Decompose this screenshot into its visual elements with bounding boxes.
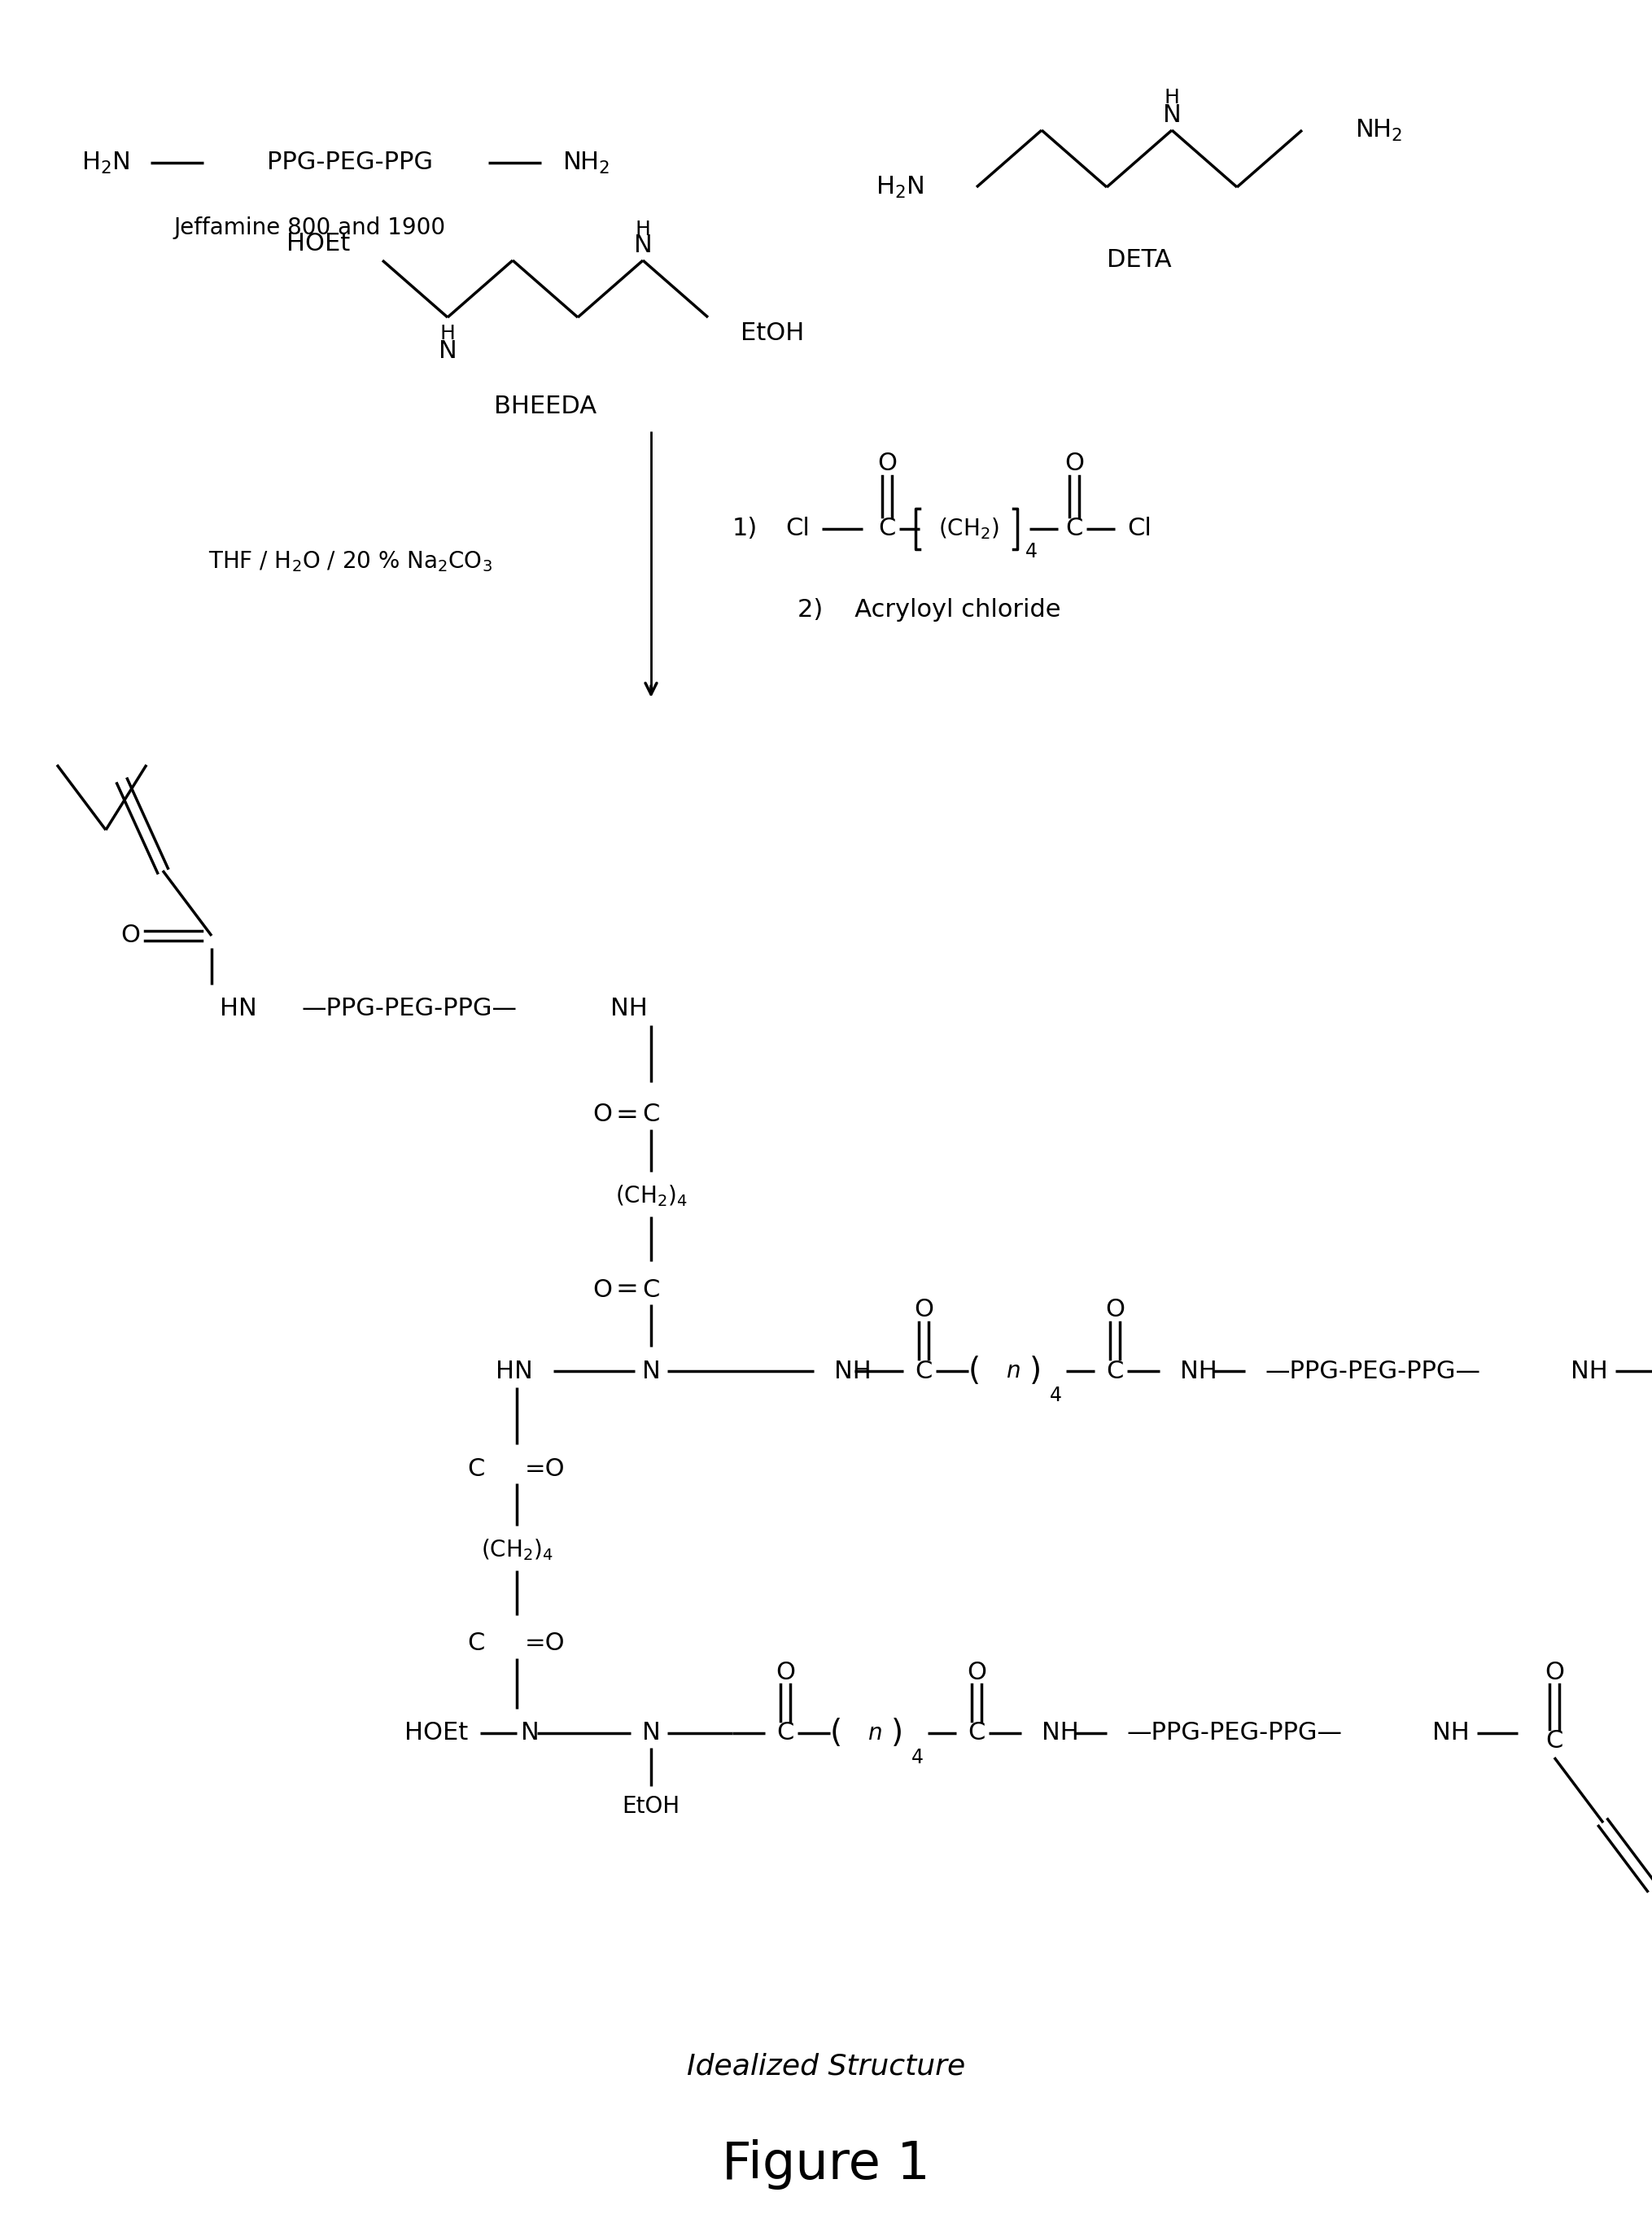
Text: DETA: DETA <box>1107 249 1171 271</box>
Text: C: C <box>1545 1729 1563 1754</box>
Text: (CH$_2$): (CH$_2$) <box>937 516 998 542</box>
Text: NH: NH <box>1180 1358 1216 1383</box>
Text: HOEt: HOEt <box>405 1721 468 1745</box>
Text: THF / H$_2$O / 20 % Na$_2$CO$_3$: THF / H$_2$O / 20 % Na$_2$CO$_3$ <box>208 549 492 574</box>
Text: Jeffamine 800 and 1900: Jeffamine 800 and 1900 <box>173 216 444 240</box>
Text: O: O <box>914 1298 933 1323</box>
Text: C: C <box>1066 518 1082 540</box>
Text: N: N <box>438 340 456 362</box>
Text: C: C <box>968 1721 985 1745</box>
Text: C: C <box>468 1456 484 1481</box>
Text: C: C <box>776 1721 793 1745</box>
Text: C: C <box>1105 1358 1123 1383</box>
Text: C: C <box>877 518 895 540</box>
Text: $n$: $n$ <box>867 1723 882 1745</box>
Text: =: = <box>615 1276 638 1303</box>
Text: O: O <box>1105 1298 1123 1323</box>
Text: ): ) <box>1029 1356 1041 1387</box>
Text: O: O <box>966 1661 986 1685</box>
Text: O: O <box>121 925 140 947</box>
Text: NH: NH <box>1041 1721 1079 1745</box>
Text: 1): 1) <box>732 518 758 540</box>
Text: N: N <box>520 1721 539 1745</box>
Text: N: N <box>633 233 653 258</box>
Text: =: = <box>615 1100 638 1129</box>
Text: N: N <box>641 1721 659 1745</box>
Text: $n$: $n$ <box>1006 1360 1019 1383</box>
Text: H: H <box>634 220 651 240</box>
Text: C: C <box>643 1103 659 1127</box>
Text: O: O <box>1545 1661 1563 1685</box>
Text: 4: 4 <box>910 1747 923 1767</box>
Text: NH$_2$: NH$_2$ <box>1355 118 1403 142</box>
Text: NH: NH <box>1569 1358 1607 1383</box>
Text: 2)    Acryloyl chloride: 2) Acryloyl chloride <box>798 598 1061 622</box>
Text: NH: NH <box>834 1358 871 1383</box>
Text: (CH$_2$)$_4$: (CH$_2$)$_4$ <box>615 1183 687 1209</box>
Text: NH$_2$: NH$_2$ <box>562 151 610 176</box>
Text: 4: 4 <box>1024 542 1037 562</box>
Text: O: O <box>591 1103 611 1127</box>
Text: (: ( <box>968 1356 980 1387</box>
Text: C: C <box>468 1632 484 1656</box>
Text: —PPG-PEG-PPG—: —PPG-PEG-PPG— <box>1127 1721 1341 1745</box>
Text: H: H <box>1163 89 1180 107</box>
Text: NH: NH <box>610 998 648 1020</box>
Text: C: C <box>915 1358 932 1383</box>
Text: Cl: Cl <box>785 518 809 540</box>
Text: H: H <box>439 325 454 342</box>
Text: EtOH: EtOH <box>740 322 805 345</box>
Text: PPG-PEG-PPG: PPG-PEG-PPG <box>266 151 433 176</box>
Text: ): ) <box>890 1718 904 1750</box>
Text: Figure 1: Figure 1 <box>722 2139 930 2190</box>
Text: O: O <box>1064 451 1084 476</box>
Text: O: O <box>877 451 897 476</box>
Text: H$_2$N: H$_2$N <box>81 151 131 176</box>
Text: BHEEDA: BHEEDA <box>494 396 596 418</box>
Text: EtOH: EtOH <box>621 1794 679 1818</box>
Text: H$_2$N: H$_2$N <box>876 173 923 200</box>
Text: N: N <box>641 1358 659 1383</box>
Text: HN: HN <box>496 1358 534 1383</box>
Text: (: ( <box>829 1718 843 1750</box>
Text: —PPG-PEG-PPG—: —PPG-PEG-PPG— <box>301 998 517 1020</box>
Text: N: N <box>1161 104 1181 127</box>
Text: Cl: Cl <box>1127 518 1151 540</box>
Text: 4: 4 <box>1049 1385 1062 1405</box>
Text: Idealized Structure: Idealized Structure <box>686 2052 965 2081</box>
Text: O: O <box>775 1661 795 1685</box>
Text: =O: =O <box>525 1456 565 1481</box>
Text: —PPG-PEG-PPG—: —PPG-PEG-PPG— <box>1265 1358 1480 1383</box>
Text: HOEt: HOEt <box>286 233 350 256</box>
Text: NH: NH <box>1432 1721 1469 1745</box>
Text: C: C <box>643 1278 659 1300</box>
Text: =O: =O <box>525 1632 565 1656</box>
Text: HN: HN <box>220 998 256 1020</box>
Text: O: O <box>591 1278 611 1300</box>
Text: (CH$_2$)$_4$: (CH$_2$)$_4$ <box>481 1538 553 1563</box>
